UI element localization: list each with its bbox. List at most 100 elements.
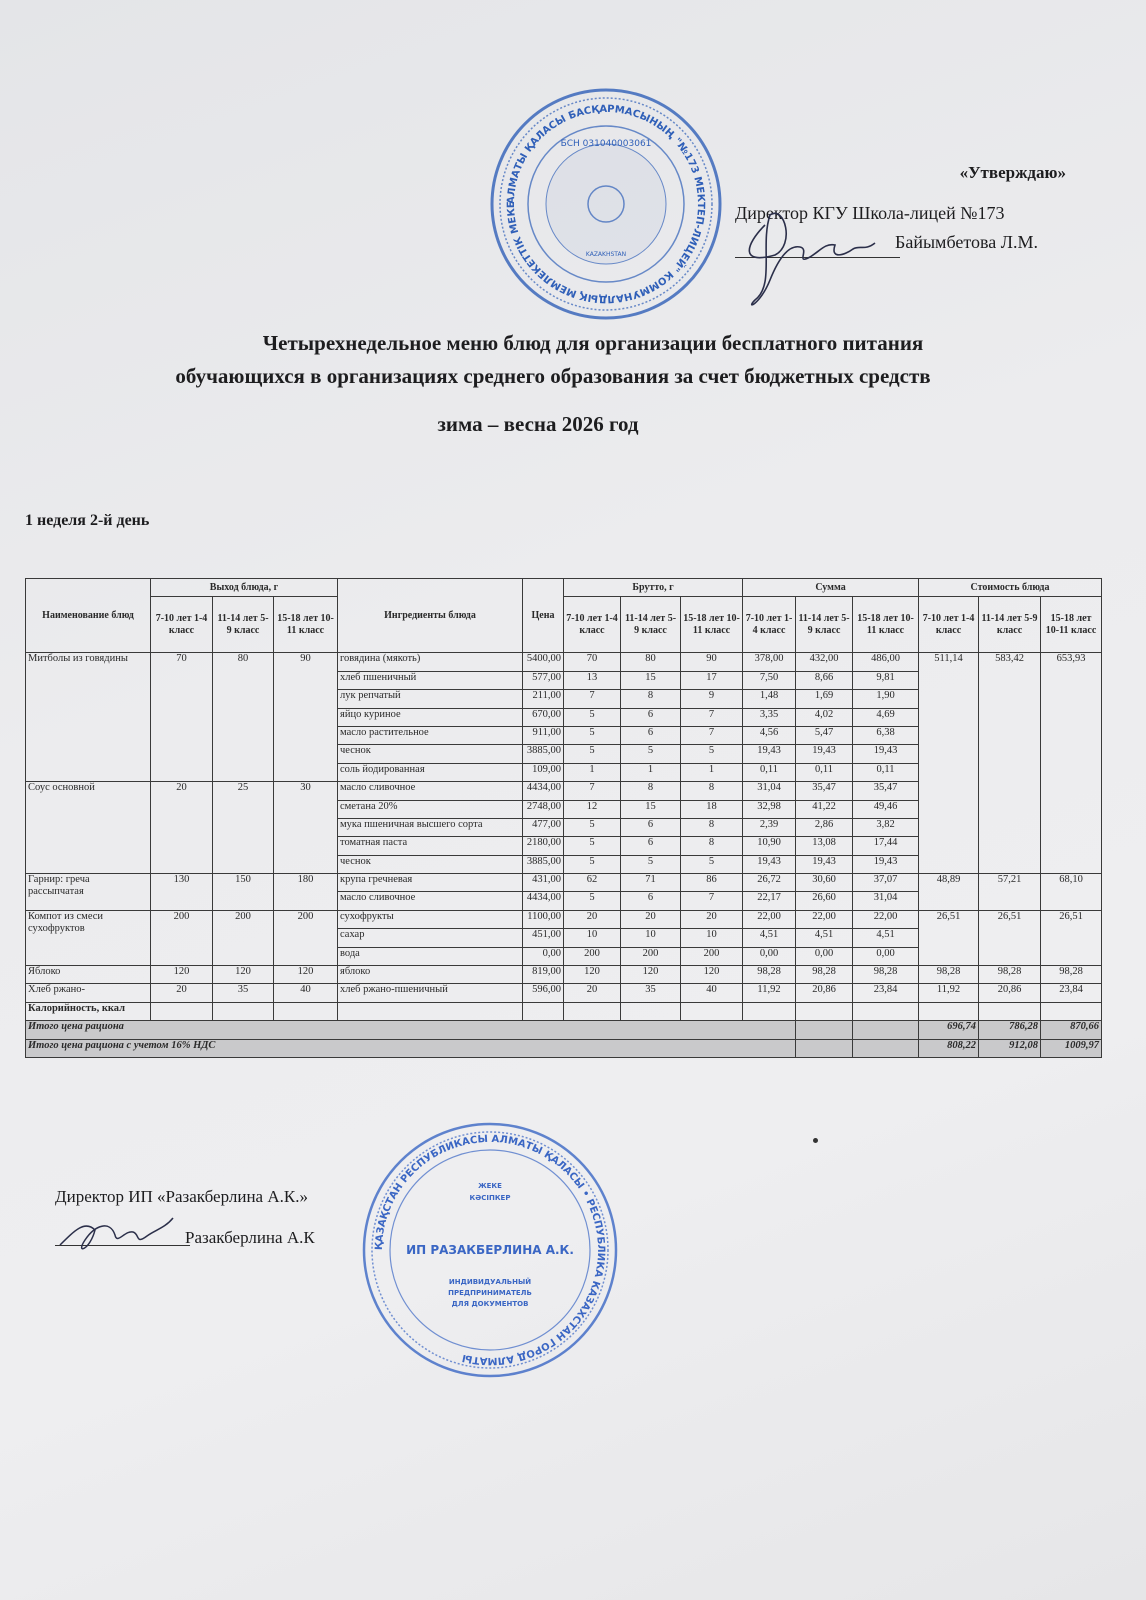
ingredient-sum: 22,00 [852, 909, 920, 930]
ingredient-price: 109,00 [522, 762, 564, 783]
dish-cost: 11,92 [918, 983, 980, 1003]
dish-name: Хлеб ржано- [25, 983, 151, 1003]
ingredient-name: сухофрукты [337, 909, 523, 930]
calories-cell [978, 1001, 1042, 1022]
dish-cost: 68,10 [1040, 873, 1103, 911]
ingredient-brutto: 8 [679, 781, 744, 801]
ingredient-sum: 19,43 [742, 744, 797, 764]
menu-table: Наименование блюд Выход блюда, г Ингреди… [24, 577, 1103, 1058]
calories-cell [852, 1001, 920, 1022]
ingredient-name: яйцо куриное [337, 707, 523, 727]
total-vat-row-label: Итого цена рациона с учетом 16% НДС [24, 1038, 797, 1058]
dish-yield: 40 [273, 983, 338, 1003]
dish-yield: 120 [150, 965, 213, 985]
ingredient-brutto: 80 [620, 652, 681, 672]
ingredient-sum: 98,28 [742, 965, 797, 985]
ingredient-name: мука пшеничная высшего сорта [337, 817, 523, 838]
ingredient-sum: 26,60 [795, 891, 854, 911]
ingredient-brutto: 120 [679, 965, 744, 985]
ingredient-price: 2180,00 [522, 836, 564, 856]
ingredient-sum: 41,22 [795, 799, 854, 819]
ingredient-price: 1100,00 [522, 909, 564, 930]
ingredient-brutto: 9 [679, 689, 744, 709]
ingredient-brutto: 17 [679, 670, 744, 691]
ingredient-brutto: 40 [679, 983, 744, 1003]
header-price: Цена [522, 577, 564, 654]
title-line-1: Четырехнедельное меню блюд для организац… [262, 331, 924, 355]
dish-yield: 150 [212, 873, 274, 911]
header-brutto: Брутто, г [562, 577, 744, 598]
header-ingredients: Ингредиенты блюда [337, 577, 523, 654]
contractor-signature [59, 1217, 174, 1250]
ingredient-brutto: 8 [620, 781, 681, 801]
ingredient-brutto: 1 [563, 762, 621, 783]
dish-cost: 653,93 [1040, 652, 1103, 875]
ingredient-name: крупа гречневая [337, 873, 523, 893]
total-row-value: 870,66 [1040, 1020, 1103, 1040]
ingredient-brutto: 1 [679, 762, 744, 783]
calories-cell [337, 1001, 523, 1022]
table-row: чеснок 3885,00 5 5 5 19,43 19,43 19,43 [26, 854, 1102, 875]
ingredient-price: 2748,00 [522, 799, 564, 819]
calories-cell [1040, 1001, 1103, 1022]
calories-cell [918, 1001, 980, 1022]
table-row: соль йодированная 109,00 1 1 1 0,11 0,11 0,11 [26, 762, 1102, 783]
total-vat-row-value: 808,22 [918, 1038, 980, 1058]
ingredient-sum: 9,81 [852, 670, 920, 691]
ingredient-sum: 2,86 [795, 817, 854, 838]
ingredient-sum: 19,43 [852, 854, 920, 875]
ingredient-sum: 0,11 [795, 762, 854, 783]
ingredient-brutto: 62 [563, 873, 621, 893]
ingredient-sum: 19,43 [742, 854, 797, 875]
ingredient-price: 3885,00 [522, 744, 564, 764]
total-row-value: 786,28 [978, 1020, 1042, 1040]
calories-cell [522, 1001, 564, 1022]
ingredient-brutto: 7 [679, 891, 744, 911]
dish-cost: 26,51 [978, 909, 1042, 967]
header-age-group: 15-18 лет 10-11 класс [679, 596, 744, 654]
header-dish: Наименование блюд [25, 577, 151, 654]
dish-yield: 25 [212, 781, 274, 875]
ingredient-brutto: 12 [563, 799, 621, 819]
ingredient-brutto: 200 [679, 946, 744, 967]
table-row: Гарнир: греча рассыпчатая 130 150 180 крупа … [25, 873, 1103, 911]
ingredient-name: хлеб ржано-пшеничный [337, 983, 523, 1003]
ingredient-name: хлеб пшеничный [337, 670, 523, 691]
header-age-group: 15-18 лет 10-11 класс [852, 596, 920, 654]
ingredient-brutto: 200 [620, 946, 681, 967]
ingredient-name: чеснок [337, 854, 523, 875]
ingredient-sum: 13,08 [795, 836, 854, 856]
dish-yield: 130 [150, 873, 213, 911]
total-row: Итого цена рациона 696,74 786,28 870,66 [24, 1020, 1103, 1040]
ingredient-price: 819,00 [522, 965, 564, 985]
ingredient-name: чеснок [337, 744, 523, 764]
ingredient-sum: 378,00 [742, 652, 797, 672]
dish-yield: 30 [273, 781, 338, 875]
total-row-label: Итого цена рациона [24, 1020, 797, 1040]
ingredient-brutto: 6 [620, 725, 681, 746]
ingredient-name: вода [337, 946, 523, 967]
ingredient-brutto: 18 [679, 799, 744, 819]
school-stamp: АЛМАТЫ ҚАЛАСЫ БАСҚАРМАСЫНЫҢ "№173 МЕКТЕП… [488, 86, 722, 320]
ingredient-sum: 11,92 [742, 983, 797, 1003]
ingredient-brutto: 90 [679, 652, 744, 672]
header-yield: Выход блюда, г [150, 577, 338, 598]
dish-cost: 511,14 [918, 652, 980, 875]
ingredient-sum: 8,66 [795, 670, 854, 691]
total-vat-row-value: 1009,97 [1040, 1038, 1103, 1058]
dish-yield: 35 [212, 983, 274, 1003]
ingredient-brutto: 5 [679, 744, 744, 764]
ingredient-brutto: 35 [620, 983, 681, 1003]
table-row: Яблоко 120 120 120 яблоко 819,00 120 120 120 98,2… [25, 965, 1103, 985]
ingredient-sum: 4,56 [742, 725, 797, 746]
table-row: Хлеб ржано- 20 35 40 хлеб ржано-пшеничный 596… [25, 983, 1103, 1003]
ingredient-brutto: 13 [563, 670, 621, 691]
ingredient-brutto: 5 [563, 725, 621, 746]
header-age-group: 11-14 лет 5-9 класс [795, 596, 854, 654]
svg-text:КӘСІПКЕР: КӘСІПКЕР [470, 1194, 511, 1202]
calories-cell [742, 1001, 797, 1022]
table-row: сметана 20% 2748,00 12 15 18 32,98 41,22 49,46 [26, 799, 1102, 819]
ingredient-price: 911,00 [522, 725, 564, 746]
svg-text:KAZAKHSTAN: KAZAKHSTAN [586, 251, 626, 258]
dish-yield: 120 [273, 965, 338, 985]
